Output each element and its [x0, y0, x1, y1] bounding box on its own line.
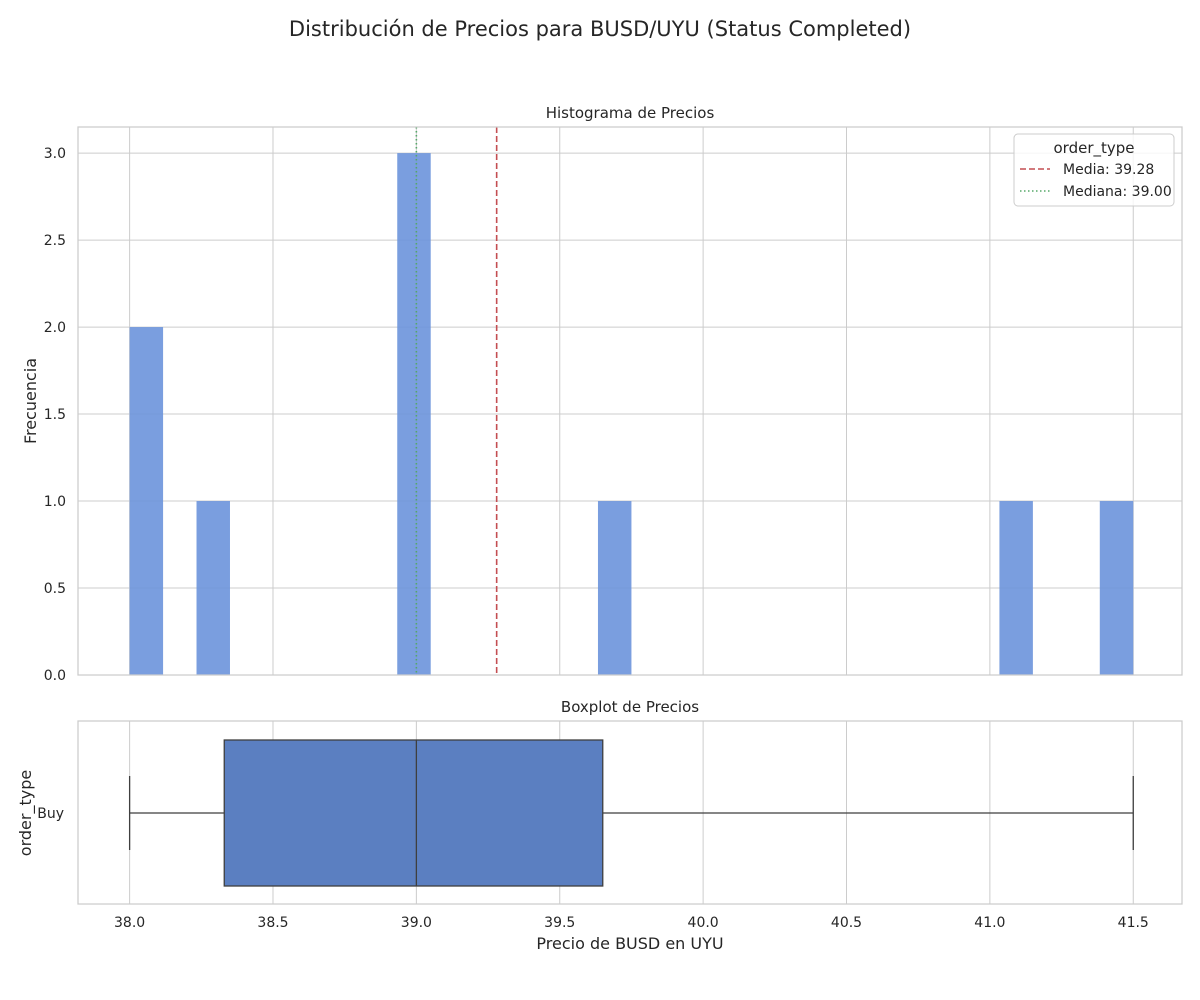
histogram-y-tick-labels: 0.0 0.5 1.0 1.5 2.0 2.5 3.0 [44, 146, 66, 684]
boxplot-x-axis-label: Precio de BUSD en UYU [536, 934, 723, 953]
boxplot-category-label: Buy [37, 806, 64, 822]
boxplot-x-tick-label: 41.5 [1118, 915, 1149, 931]
histogram-bar [597, 501, 632, 675]
histogram-bar [1099, 501, 1134, 675]
histogram-y-tick-label: 1.0 [44, 494, 66, 510]
boxplot-subplot: Boxplot de Precios 38.0 38.5 39.0 39.5 40.0 4… [16, 698, 1183, 953]
boxplot-x-tick-labels: 38.0 38.5 39.0 39.5 40.0 40.5 41.0 41.5 [114, 915, 1149, 931]
legend-title: order_type [1053, 139, 1134, 158]
boxplot-title: Boxplot de Precios [561, 698, 699, 716]
histogram-grid [78, 127, 1182, 676]
histogram-y-axis-label: Frecuencia [21, 358, 40, 444]
histogram-y-tick-label: 3.0 [44, 146, 66, 162]
legend-median-label: Mediana: 39.00 [1063, 184, 1172, 200]
boxplot-marks [128, 739, 1134, 887]
histogram-bar [999, 501, 1033, 675]
boxplot-x-tick-label: 38.0 [114, 915, 145, 931]
figure-title: Distribución de Precios para BUSD/UYU (S… [289, 17, 911, 41]
histogram-axes-frame [77, 126, 1183, 676]
boxplot-x-tick-label: 39.5 [544, 915, 575, 931]
legend-frame [1013, 133, 1175, 207]
histogram-y-tick-label: 2.5 [44, 233, 66, 249]
boxplot-x-tick-label: 40.5 [831, 915, 862, 931]
boxplot-x-tick-label: 38.5 [257, 915, 288, 931]
boxplot-x-tick-label: 39.0 [401, 915, 432, 931]
histogram-y-tick-label: 1.5 [44, 407, 66, 423]
histogram-bar [196, 501, 230, 675]
boxplot-y-axis-label: order_type [16, 770, 36, 856]
histogram-y-tick-label: 0.0 [44, 668, 66, 684]
histogram-title: Histograma de Precios [546, 104, 715, 122]
histogram-bar [397, 153, 431, 676]
legend-mean-label: Media: 39.28 [1063, 162, 1154, 178]
interquartile-box [223, 739, 604, 887]
histogram-bars [129, 153, 1134, 676]
boxplot-axes-frame [77, 720, 1183, 905]
boxplot-x-tick-label: 41.0 [974, 915, 1005, 931]
histogram-reference-lines [415, 127, 498, 675]
histogram-legend: order_type Media: 39.28 Mediana: 39.00 [1013, 133, 1175, 207]
histogram-y-tick-label: 2.0 [44, 320, 66, 336]
boxplot-x-tick-label: 40.0 [688, 915, 719, 931]
histogram-subplot: Histograma de Precios 0.0 0.5 1.0 1.5 2.0 2.5… [21, 104, 1183, 684]
histogram-bar [129, 327, 164, 675]
histogram-y-tick-label: 0.5 [44, 581, 66, 597]
